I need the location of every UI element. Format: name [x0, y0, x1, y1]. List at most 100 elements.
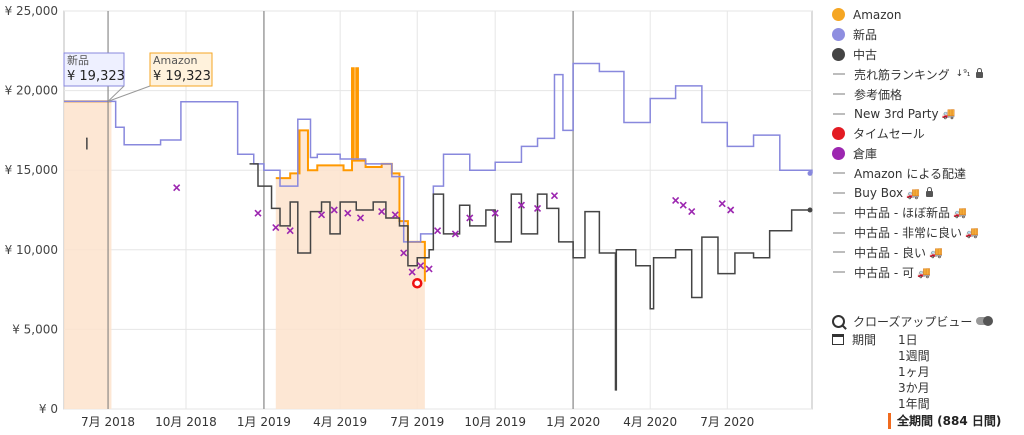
y-tick-label: ¥ 0: [39, 402, 58, 416]
legend-item[interactable]: Buy Box 🚚: [832, 183, 1022, 203]
period-option[interactable]: 3か月: [898, 381, 930, 395]
legend-item[interactable]: 中古品 - 可 🚚: [832, 262, 1022, 282]
truck-icon: 🚚: [964, 226, 979, 240]
legend-item[interactable]: 中古品 - 良い 🚚: [832, 243, 1022, 263]
legend-dot-icon: [832, 146, 845, 160]
series-0-area: [275, 68, 425, 409]
x-tick-label: 1月 2020: [546, 415, 600, 429]
x-tick-label: 7月 2019: [390, 415, 444, 429]
legend-line-icon: [833, 93, 845, 96]
period-option[interactable]: 1週間: [898, 349, 930, 363]
legend-item[interactable]: New 3rd Party 🚚: [832, 104, 1022, 124]
legend-label: 中古品 - 非常に良い: [854, 226, 962, 241]
series-3-point[interactable]: [425, 265, 433, 273]
series-3-point[interactable]: [254, 209, 262, 217]
chart-controls: クローズアップビュー 期間 1日 1週間 1ヶ月 3か月 1年間 全期間 (88…: [832, 312, 1022, 429]
x-tick-label: 1月 2019: [237, 415, 291, 429]
period-option-active[interactable]: 全期間 (884 日間): [888, 413, 1001, 429]
series-3-point[interactable]: [400, 249, 408, 257]
series-3-point[interactable]: [330, 206, 338, 214]
legend-item[interactable]: Amazon: [832, 5, 1022, 25]
legend-label: Amazon: [853, 7, 902, 22]
tooltip-1: [149, 52, 213, 87]
series-3-point[interactable]: [517, 201, 526, 209]
series-2-line[interactable]: [86, 137, 812, 391]
tooltip-value: ¥ 19,323: [67, 69, 125, 84]
series-3-point[interactable]: [344, 209, 352, 217]
legend-item[interactable]: Amazon による配達: [832, 163, 1022, 183]
legend-line-icon: [833, 192, 845, 195]
lock-icon: [976, 68, 984, 79]
series-3-point[interactable]: [272, 223, 280, 232]
closeup-label: クローズアップビュー: [853, 314, 973, 329]
series-3-point[interactable]: [466, 214, 474, 222]
series-3-point[interactable]: [533, 204, 542, 212]
legend-label: タイムセール: [853, 127, 925, 142]
x-tick-label: 7月 2018: [81, 415, 135, 429]
truck-icon: 🚚: [941, 107, 956, 121]
series-3-point[interactable]: [286, 227, 294, 235]
legend-dot-icon: [832, 127, 845, 141]
legend-item[interactable]: 中古品 - 非常に良い 🚚: [832, 223, 1022, 243]
series-0-area: [64, 101, 112, 409]
series-4-point[interactable]: [411, 277, 423, 289]
series-3-point[interactable]: [672, 196, 680, 205]
legend-item[interactable]: 参考価格: [832, 84, 1022, 104]
calendar-icon: [832, 333, 844, 345]
period-option[interactable]: 1ヶ月: [898, 365, 930, 379]
tooltip-connector: [107, 85, 151, 102]
y-tick-label: ¥ 10,000: [5, 243, 58, 257]
series-3-point[interactable]: [727, 206, 735, 214]
series-3-point[interactable]: [679, 201, 687, 209]
legend-item[interactable]: タイムセール: [832, 124, 1022, 144]
x-tick-label: 4月 2020: [623, 415, 677, 429]
legend-item[interactable]: 売れ筋ランキング ↓⁹₁: [832, 64, 1022, 84]
series-3-point[interactable]: [451, 230, 459, 238]
series-3-point[interactable]: [356, 214, 365, 222]
legend-label: New 3rd Party: [854, 106, 939, 121]
legend-label: 新品: [853, 28, 878, 43]
y-tick-label: ¥ 20,000: [5, 84, 58, 98]
legend-item[interactable]: 倉庫: [832, 144, 1022, 164]
series-3-point[interactable]: [688, 208, 696, 216]
y-tick-label: ¥ 15,000: [5, 163, 58, 177]
series-3-point[interactable]: [434, 227, 442, 235]
closeup-toggle-row[interactable]: クローズアップビュー: [832, 312, 1022, 330]
legend-label: 中古品 - 可: [854, 265, 914, 280]
tooltip-series-label: Amazon: [153, 54, 197, 67]
series-3-point[interactable]: [173, 184, 181, 192]
tooltip-0: [63, 52, 125, 87]
period-option[interactable]: 1年間: [898, 397, 930, 411]
truck-icon: 🚚: [906, 186, 920, 200]
series-3-point[interactable]: [408, 268, 416, 276]
legend-dot-icon: [832, 8, 845, 22]
legend-line-icon: [833, 251, 845, 254]
series-3-point[interactable]: [378, 208, 386, 216]
toggle-switch-icon[interactable]: [976, 316, 994, 326]
legend-item[interactable]: 新品: [832, 25, 1022, 45]
legend-label: 中古: [853, 47, 878, 62]
y-tick-label: ¥ 25,000: [5, 4, 58, 18]
legend-line-icon: [833, 112, 845, 115]
series-3-point[interactable]: [491, 209, 499, 217]
price-history-chart[interactable]: ¥ 0 ¥ 5,000 ¥ 10,000 ¥ 15,000 ¥ 20,000 ¥ 25,0…: [0, 0, 830, 435]
period-options: 1日 1週間 1ヶ月 3か月 1年間: [898, 332, 930, 412]
series-3-point[interactable]: [718, 200, 726, 208]
series-3-point[interactable]: [391, 211, 399, 219]
truck-icon: 🚚: [952, 206, 967, 220]
legend-label: Amazon による配達: [854, 166, 966, 181]
series-3-point[interactable]: [550, 192, 559, 200]
tooltip-value: ¥ 19,323: [153, 69, 211, 84]
legend-label: Buy Box: [854, 186, 904, 201]
series-3-point[interactable]: [417, 262, 425, 270]
legend-dot-icon: [832, 28, 845, 42]
series-3-point[interactable]: [317, 211, 326, 219]
sort-icon[interactable]: ↓⁹₁: [955, 69, 971, 80]
period-option[interactable]: 1日: [898, 333, 918, 347]
legend-line-icon: [833, 211, 845, 214]
legend-line-icon: [833, 271, 845, 274]
truck-icon: 🚚: [916, 265, 931, 279]
legend-item[interactable]: 中古: [832, 45, 1022, 65]
magnifier-icon: [832, 314, 845, 328]
legend-item[interactable]: 中古品 - ほぼ新品 🚚: [832, 203, 1022, 223]
